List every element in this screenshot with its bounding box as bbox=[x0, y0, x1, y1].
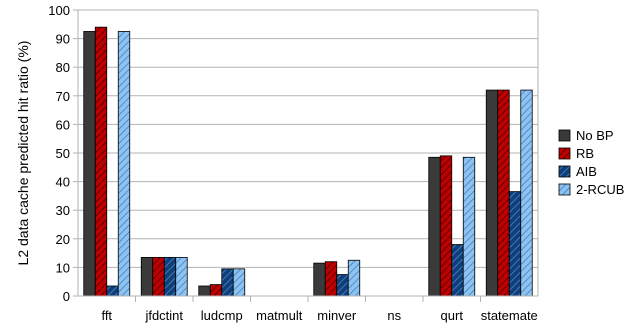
y-tick-label: 70 bbox=[56, 89, 70, 104]
x-tick-label: ludcmp bbox=[201, 308, 243, 323]
y-tick-label: 10 bbox=[56, 260, 70, 275]
bar-aib-jfdctint bbox=[163, 256, 177, 297]
y-tick-label: 50 bbox=[56, 146, 70, 161]
y-tick-label: 20 bbox=[56, 232, 70, 247]
bar-2-rcub-fft bbox=[117, 31, 131, 297]
bar-rb-minver bbox=[324, 261, 338, 297]
bar-aib-qurt bbox=[451, 244, 464, 297]
y-tick-label: 30 bbox=[56, 203, 70, 218]
bar-aib-statemate bbox=[508, 191, 522, 297]
y-tick-label: 40 bbox=[56, 175, 70, 190]
legend-swatch bbox=[558, 129, 571, 142]
bar-rb-qurt bbox=[439, 155, 453, 297]
bar-aib-minver bbox=[336, 274, 349, 297]
x-tick-label: minver bbox=[317, 308, 357, 323]
bar-no-bp-statemate bbox=[485, 89, 499, 297]
legend-swatch bbox=[558, 147, 571, 160]
bar-rb-jfdctint bbox=[152, 256, 165, 297]
bar-2-rcub-ludcmp bbox=[232, 268, 246, 297]
y-tick-label: 60 bbox=[56, 117, 70, 132]
bar-rb-statemate bbox=[497, 89, 510, 297]
bar-no-bp-qurt bbox=[428, 156, 441, 297]
bar-no-bp-ludcmp bbox=[198, 285, 211, 297]
bar-2-rcub-jfdctint bbox=[175, 256, 188, 297]
bar-aib-fft bbox=[106, 285, 119, 297]
bars bbox=[83, 26, 533, 297]
x-tick-label: jfdctint bbox=[144, 308, 183, 323]
y-axis-title: L2 data cache predicted hit ratio (%) bbox=[15, 41, 31, 266]
x-tick-label: qurt bbox=[441, 308, 464, 323]
bar-2-rcub-statemate bbox=[520, 89, 533, 297]
bar-2-rcub-minver bbox=[347, 259, 361, 297]
legend-label: 2-RCUB bbox=[576, 182, 624, 197]
legend-swatch bbox=[558, 165, 571, 178]
y-tick-label: 90 bbox=[56, 32, 70, 47]
axes bbox=[77, 10, 539, 302]
legend-label: RB bbox=[576, 146, 594, 161]
y-tick-labels: 0 10 20 30 40 50 60 70 80 90 100 bbox=[48, 3, 70, 304]
x-tick-label: ns bbox=[387, 308, 401, 323]
x-tick-label: statemate bbox=[481, 308, 538, 323]
x-tick-label: matmult bbox=[256, 308, 303, 323]
legend-label: AIB bbox=[576, 164, 597, 179]
legend: No BP RB AIB 2-RCUB bbox=[558, 128, 624, 197]
x-tick-label: fft bbox=[101, 308, 112, 323]
y-tick-label: 100 bbox=[48, 3, 70, 18]
legend-label: No BP bbox=[576, 128, 614, 143]
bar-rb-ludcmp bbox=[209, 284, 223, 297]
bar-no-bp-jfdctint bbox=[140, 256, 154, 297]
y-tick-label: 80 bbox=[56, 60, 70, 75]
bar-no-bp-fft bbox=[83, 31, 96, 297]
x-tick-labels: fft jfdctint ludcmp matmult minver ns qurt stat… bbox=[101, 308, 537, 323]
bar-2-rcub-qurt bbox=[462, 156, 476, 297]
bar-no-bp-minver bbox=[313, 262, 326, 297]
bar-rb-fft bbox=[94, 26, 108, 297]
y-tick-label: 0 bbox=[63, 289, 70, 304]
legend-swatch bbox=[558, 183, 571, 196]
bar-aib-ludcmp bbox=[221, 268, 234, 297]
